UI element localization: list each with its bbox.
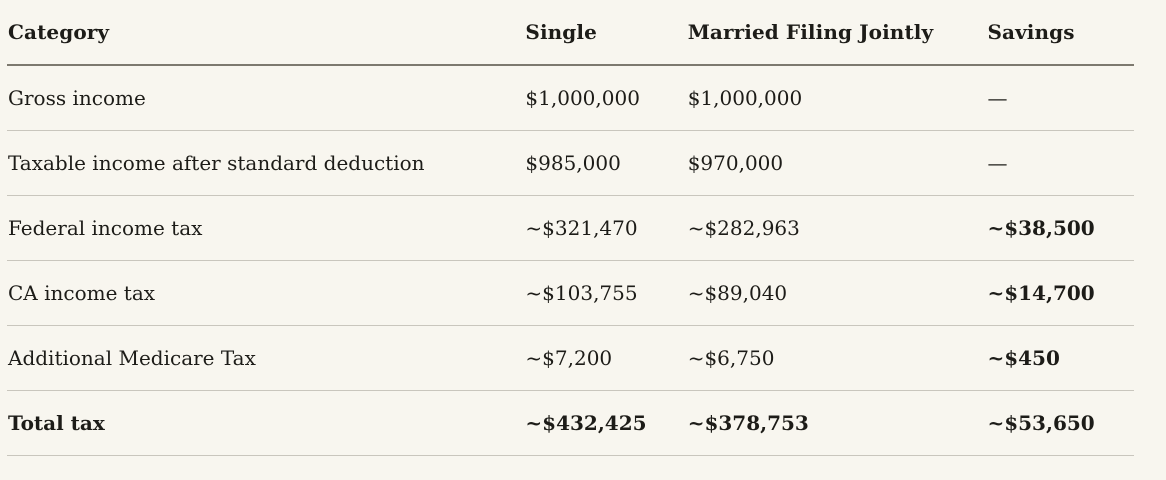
category-cell: Taxable income after standard deduction (7, 130, 526, 196)
single-cell: ~$103,755 (525, 260, 688, 326)
table-row-taxable-income: Taxable income after standard deduction … (7, 130, 1134, 196)
category-cell: Federal income tax (7, 195, 526, 261)
table-row-gross-income: Gross income $1,000,000 $1,000,000 — (7, 65, 1134, 131)
single-cell: ~$432,425 (525, 390, 688, 456)
single-cell: ~$7,200 (525, 325, 688, 391)
header-row: Category Single Married Filing Jointly S… (7, 0, 1134, 66)
married-cell: ~$6,750 (687, 325, 988, 391)
table-row-ca-income-tax: CA income tax ~$103,755 ~$89,040 ~$14,70… (7, 260, 1134, 326)
category-cell: Additional Medicare Tax (7, 325, 526, 391)
table-row-total-tax: Total tax ~$432,425 ~$378,753 ~$53,650 (7, 390, 1134, 456)
savings-cell: ~$38,500 (987, 195, 1134, 261)
category-cell: CA income tax (7, 260, 526, 326)
savings-cell: — (987, 130, 1134, 196)
single-cell: $1,000,000 (525, 65, 688, 131)
column-header-married-filing-jointly: Married Filing Jointly (687, 0, 988, 66)
married-cell: ~$89,040 (687, 260, 988, 326)
table-row-additional-medicare-tax: Additional Medicare Tax ~$7,200 ~$6,750 … (7, 325, 1134, 391)
table-row-federal-income-tax: Federal income tax ~$321,470 ~$282,963 ~… (7, 195, 1134, 261)
comparison-table: Category Single Married Filing Jointly S… (7, 0, 1134, 456)
savings-cell: ~$53,650 (987, 390, 1134, 456)
category-cell: Gross income (7, 65, 526, 131)
savings-cell: ~$450 (987, 325, 1134, 391)
single-cell: $985,000 (525, 130, 688, 196)
married-cell: $970,000 (687, 130, 988, 196)
married-cell: $1,000,000 (687, 65, 988, 131)
savings-cell: — (987, 65, 1134, 131)
tax-comparison-table: Category Single Married Filing Jointly S… (7, 0, 1134, 456)
category-cell: Total tax (7, 390, 526, 456)
single-cell: ~$321,470 (525, 195, 688, 261)
married-cell: ~$378,753 (687, 390, 988, 456)
married-cell: ~$282,963 (687, 195, 988, 261)
column-header-category: Category (7, 0, 526, 66)
column-header-single: Single (525, 0, 688, 66)
savings-cell: ~$14,700 (987, 260, 1134, 326)
column-header-savings: Savings (987, 0, 1134, 66)
